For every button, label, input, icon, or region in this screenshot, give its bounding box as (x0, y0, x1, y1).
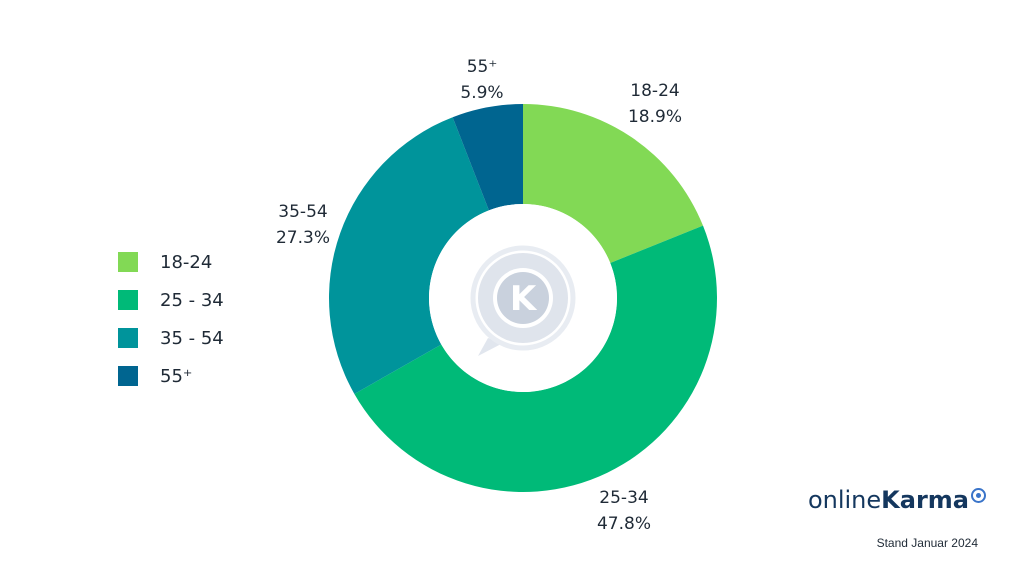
chat-bubble-k-icon: K (429, 204, 617, 392)
legend-swatch (118, 328, 138, 348)
slice-label-name: 25-34 (599, 488, 648, 508)
legend-label: 25 - 34 (160, 289, 224, 311)
slice-18-24 (523, 104, 704, 263)
slice-label-name: 55⁺ (467, 57, 498, 77)
legend-item-25-34: 25 - 34 (118, 281, 224, 319)
slice-label-value: 27.3% (276, 228, 330, 248)
brand-target-icon (971, 488, 986, 503)
onlinekarma-logo: online Karma (808, 486, 986, 514)
legend-label: 18-24 (160, 251, 213, 273)
legend-item-55-plus: 55⁺ (118, 357, 224, 395)
legend-label: 55⁺ (160, 365, 193, 387)
legend-item-18-24: 18-24 (118, 243, 224, 281)
slice-label-value: 5.9% (460, 83, 503, 103)
donut-slices (328, 104, 717, 493)
slice-label-value: 47.8% (597, 514, 651, 534)
legend: 18-24 25 - 34 35 - 54 55⁺ (118, 243, 224, 395)
slice-25-34 (354, 225, 717, 493)
legend-swatch (118, 366, 138, 386)
slice-label-name: 18-24 (630, 81, 679, 101)
brand-name-light: online (807, 486, 882, 514)
date-note: Stand Januar 2024 (876, 536, 978, 550)
slice-labels: 18-24 18.9% 25-34 47.8% 35-54 27.3% 55⁺ 5.9% (276, 57, 682, 534)
slice-55-plus (452, 104, 523, 211)
legend-label: 35 - 54 (160, 327, 224, 349)
center-logo-letter: K (510, 279, 538, 319)
slice-label-value: 18.9% (628, 107, 682, 127)
slice-label-name: 35-54 (278, 202, 327, 222)
legend-swatch (118, 252, 138, 272)
slice-35-54 (328, 117, 489, 394)
brand-name-bold: Karma (881, 486, 969, 514)
legend-swatch (118, 290, 138, 310)
legend-item-35-54: 35 - 54 (118, 319, 224, 357)
